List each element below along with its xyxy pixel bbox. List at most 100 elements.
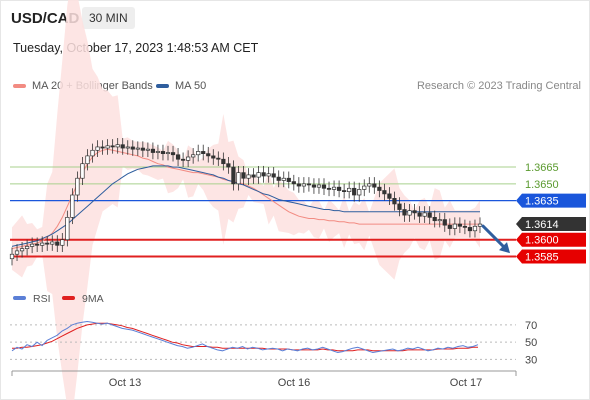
candle-body [206,153,211,157]
candle-body [211,155,216,159]
candle [261,165,266,183]
legend-ma20-swatch [13,84,26,88]
candle-body [256,172,261,178]
level-label-last: 1.3614 [516,217,586,232]
candle [226,157,231,174]
candle [347,181,352,199]
candle-body [271,173,276,178]
candle [336,180,342,198]
candle-body [65,217,70,241]
candle [24,239,30,256]
rsi-tick-label: 70 [525,320,537,332]
candle-body [397,203,402,210]
candle [372,177,377,194]
candle [196,144,201,162]
candle-body [120,144,125,149]
candle [447,218,452,236]
candle-body [231,166,236,185]
candle-body [19,248,25,252]
candle-body [150,148,156,153]
x-tick-label: Oct 16 [278,377,310,389]
candle [135,141,140,156]
forecast-arrow-shaft [481,224,506,249]
candle-body [155,151,161,153]
candle-body [80,163,85,179]
candle-body [347,187,352,192]
candle [160,144,166,161]
candle-body [70,194,75,218]
candle [316,178,322,194]
candle [266,167,271,183]
candle [462,219,468,235]
candle-body [14,250,20,255]
rsi-line [11,320,479,354]
candle-body [352,187,357,196]
candle-body [417,212,422,217]
timeframe-badge[interactable]: 30 MIN [82,7,135,29]
candle-body [427,212,432,218]
symbol-title: USD/CAD [11,10,80,27]
ma50-line [11,165,480,247]
candle [472,219,478,238]
candle-body [422,212,427,217]
candle-body [90,149,95,157]
level-label-text: 1.3635 [525,196,559,208]
candle [211,149,216,165]
candle [296,177,301,193]
candle-body [372,183,377,188]
candle [140,141,145,157]
candle-body [85,155,90,165]
level-label-text: 1.3585 [525,251,559,263]
candle [90,143,95,163]
candle [180,152,186,168]
level-label-text: 1.3650 [525,179,559,191]
candle [286,171,291,189]
credit-text: Research © 2023 Trading Central [416,80,581,92]
candle [382,183,387,201]
candle [377,180,382,198]
candle [30,237,35,254]
legend-ma50: MA 50 [156,80,206,92]
candle [271,167,276,184]
candle [115,138,120,154]
candle-body [321,184,327,189]
forecast-arrow-head [499,242,510,254]
candle-body [331,186,337,190]
level-label-bg [516,249,586,264]
candle-body [362,185,367,190]
candle-body [95,146,100,151]
candle-body [191,154,196,158]
candle-body [140,147,145,151]
x-tick-label: Oct 13 [109,377,141,389]
candle [50,235,55,251]
candle [80,157,85,185]
candle-body [100,146,105,149]
candle [65,210,70,247]
candle [9,247,15,266]
level-labels: 1.3665 1.3650 1.3635 1.3614 1.3600 1.3585 [516,162,586,264]
candle [291,174,296,191]
candle [251,168,256,184]
candle [342,183,347,199]
candle-body [402,209,407,216]
candle [387,187,392,206]
rsi-legend-label: 9MA [82,293,104,305]
candle [236,165,241,191]
candle [191,148,196,164]
candle-body [246,174,251,179]
candle-body [432,217,437,222]
candle-body [105,145,110,149]
candle-body [326,187,332,190]
candle [206,146,211,163]
candle-body [281,177,286,181]
level-label-text: 1.3600 [525,235,559,247]
candle-body [467,227,473,232]
candle [367,177,372,193]
candle [14,244,20,261]
level-label-bg [516,217,586,232]
candle-body [367,183,372,187]
candle-body [407,210,412,216]
candle-body [472,225,478,232]
candle-body [342,190,347,192]
candle [311,178,317,194]
